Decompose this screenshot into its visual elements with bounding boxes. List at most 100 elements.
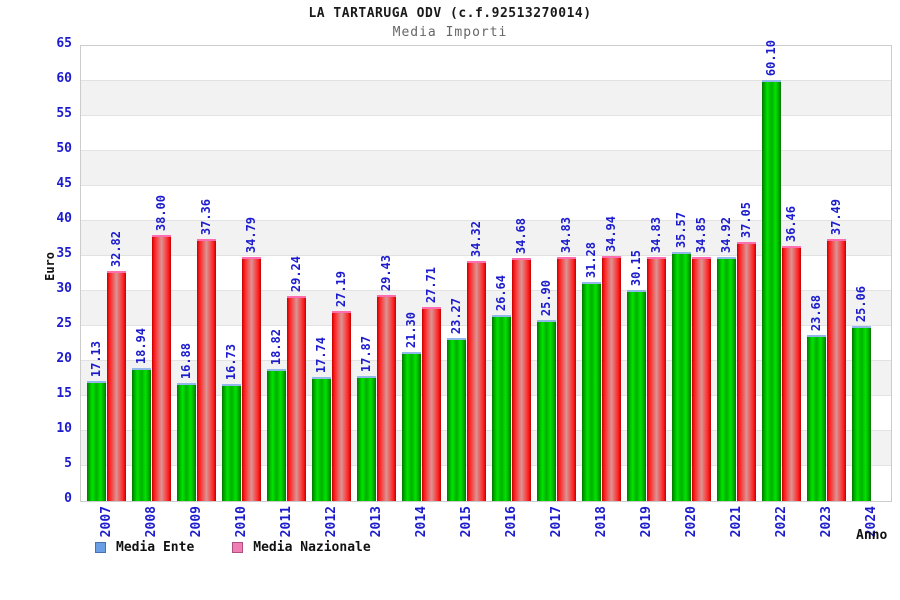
y-tick-65: 65: [56, 36, 72, 51]
media-ente-swatch-icon: [95, 542, 106, 553]
value-label-media-nazionale-2009: 37.36: [199, 198, 213, 235]
value-label-media-nazionale-2021: 37.05: [739, 201, 753, 238]
y-tick-45: 45: [56, 176, 72, 191]
value-label-media-nazionale-2018: 34.94: [604, 215, 618, 252]
bar-media-nazionale-2022: [782, 246, 801, 501]
bar-media-ente-2016: [492, 315, 511, 501]
bar-media-ente-2011: [267, 369, 286, 501]
bar-media-nazionale-2023: [827, 239, 846, 501]
y-tick-50: 50: [56, 141, 72, 156]
gridline: [81, 465, 891, 466]
value-label-media-nazionale-2020: 34.85: [694, 216, 708, 253]
bar-media-nazionale-2010: [242, 257, 261, 501]
x-tick-2010: 2010: [234, 506, 249, 538]
x-tick-2022: 2022: [774, 506, 789, 538]
value-label-media-ente-2012: 17.74: [314, 336, 328, 373]
plot-band: [81, 46, 891, 81]
plot-band: [81, 116, 891, 151]
gridline: [81, 255, 891, 256]
bar-media-ente-2020: [672, 252, 691, 501]
bar-media-nazionale-2009: [197, 239, 216, 501]
bar-media-ente-2021: [717, 257, 736, 501]
y-tick-10: 10: [56, 421, 72, 436]
bar-media-ente-2007: [87, 381, 106, 501]
bar-media-nazionale-2017: [557, 257, 576, 501]
bar-media-nazionale-2014: [422, 307, 441, 501]
value-label-media-ente-2016: 26.64: [494, 274, 508, 311]
value-label-media-nazionale-2022: 36.46: [784, 205, 798, 242]
x-tick-2023: 2023: [819, 506, 834, 538]
bar-media-ente-2019: [627, 290, 646, 501]
value-label-media-ente-2021: 34.92: [719, 216, 733, 253]
plot-band: [81, 186, 891, 221]
x-tick-2014: 2014: [414, 506, 429, 538]
x-tick-2019: 2019: [639, 506, 654, 538]
plot-band: [81, 151, 891, 186]
legend: Media Ente Media Nazionale: [95, 540, 409, 555]
plot-band: [81, 291, 891, 326]
value-label-media-nazionale-2010: 34.79: [244, 216, 258, 253]
gridline: [81, 360, 891, 361]
plot-area: 17.13 32.82 18.94 38.00 16.88 37.36 16.73 34.79…: [80, 40, 892, 502]
value-label-media-ente-2010: 16.73: [224, 343, 238, 380]
gridline: [81, 325, 891, 326]
chart-title: LA TARTARUGA ODV (c.f.92513270014): [308, 6, 592, 21]
gridline: [81, 220, 891, 221]
value-label-media-ente-2007: 17.13: [89, 340, 103, 377]
legend-label-media-ente: Media Ente: [116, 540, 195, 555]
plot-band: [81, 326, 891, 361]
plot-band: [81, 221, 891, 256]
y-tick-25: 25: [56, 316, 72, 331]
bar-media-nazionale-2008: [152, 235, 171, 501]
bar-media-ente-2017: [537, 320, 556, 501]
x-tick-2017: 2017: [549, 506, 564, 538]
value-label-media-nazionale-2007: 32.82: [109, 230, 123, 267]
value-label-media-nazionale-2014: 27.71: [424, 266, 438, 303]
gridline: [81, 150, 891, 151]
x-tick-2016: 2016: [504, 506, 519, 538]
bar-media-ente-2018: [582, 282, 601, 501]
bar-media-ente-2009: [177, 383, 196, 501]
value-label-media-ente-2013: 17.87: [359, 335, 373, 372]
bar-media-ente-2012: [312, 377, 331, 501]
y-tick-5: 5: [64, 456, 72, 471]
y-tick-60: 60: [56, 71, 72, 86]
x-tick-2015: 2015: [459, 506, 474, 538]
plot-band: [81, 256, 891, 291]
value-label-media-ente-2019: 30.15: [629, 249, 643, 286]
bar-media-nazionale-2012: [332, 311, 351, 501]
y-tick-20: 20: [56, 351, 72, 366]
plot-band: [81, 361, 891, 396]
plot-band: [81, 431, 891, 466]
bar-media-nazionale-2011: [287, 296, 306, 501]
bar-media-nazionale-2013: [377, 295, 396, 501]
value-label-media-ente-2018: 31.28: [584, 241, 598, 278]
chart-subtitle: Media Importi: [392, 25, 508, 40]
value-label-media-nazionale-2017: 34.83: [559, 216, 573, 253]
bar-media-ente-2010: [222, 384, 241, 501]
y-tick-30: 30: [56, 281, 72, 296]
legend-item-media-ente: Media Ente: [95, 540, 194, 555]
x-tick-2009: 2009: [189, 506, 204, 538]
value-label-media-ente-2023: 23.68: [809, 294, 823, 331]
y-tick-55: 55: [56, 106, 72, 121]
value-label-media-nazionale-2013: 29.43: [379, 254, 393, 291]
bar-media-ente-2024: [852, 326, 871, 501]
legend-item-media-nazionale: Media Nazionale: [232, 540, 371, 555]
bar-media-nazionale-2007: [107, 271, 126, 501]
bar-media-nazionale-2021: [737, 242, 756, 501]
bar-media-nazionale-2018: [602, 256, 621, 501]
value-label-media-ente-2020: 35.57: [674, 211, 688, 248]
value-label-media-ente-2009: 16.88: [179, 342, 193, 379]
value-label-media-nazionale-2016: 34.68: [514, 217, 528, 254]
plot-band: [81, 81, 891, 116]
value-label-media-ente-2017: 25.90: [539, 279, 553, 316]
x-tick-2021: 2021: [729, 506, 744, 538]
value-label-media-nazionale-2015: 34.32: [469, 220, 483, 257]
value-label-media-ente-2024: 25.06: [854, 285, 868, 322]
gridline: [81, 395, 891, 396]
value-label-media-ente-2008: 18.94: [134, 327, 148, 364]
gridline: [81, 115, 891, 116]
x-tick-2011: 2011: [279, 506, 294, 538]
